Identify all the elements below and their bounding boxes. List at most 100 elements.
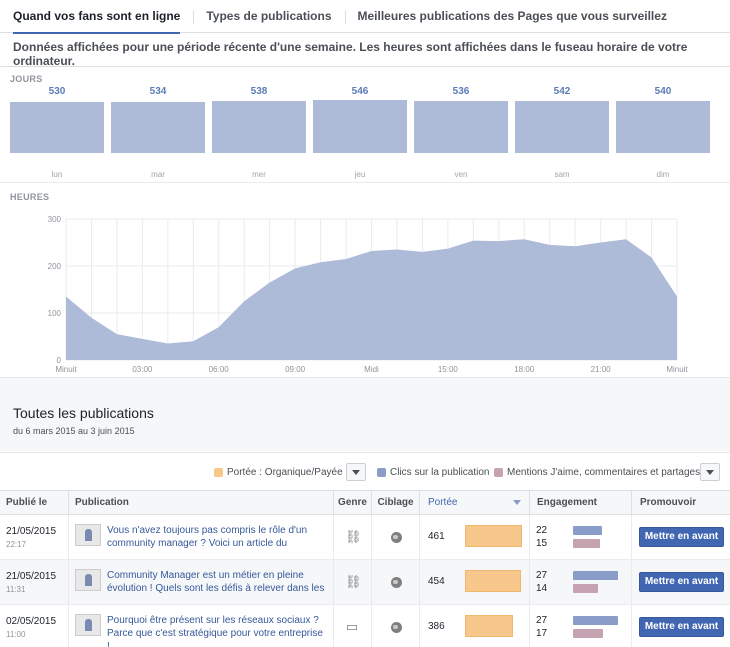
day-column: 536 ven xyxy=(414,86,508,181)
clicks-value: 27 xyxy=(536,615,548,626)
col-promote: Promouvoir xyxy=(631,491,730,514)
y-tick-label: 300 xyxy=(48,215,62,224)
x-tick-label: 09:00 xyxy=(285,365,306,374)
tab-top-posts-watched-pages[interactable]: Meilleures publications des Pages que vo… xyxy=(344,0,680,33)
column-separator xyxy=(333,560,334,604)
x-tick-label: Midi xyxy=(364,365,379,374)
boost-post-button[interactable]: Mettre en avant xyxy=(639,572,724,592)
tab-fans-online[interactable]: Quand vos fans sont en ligne xyxy=(0,0,193,34)
clicks-bar xyxy=(573,571,618,580)
day-value: 534 xyxy=(149,86,167,97)
x-tick-label: Minuit xyxy=(666,365,688,374)
post-time: 22:17 xyxy=(6,540,27,549)
day-value: 540 xyxy=(654,86,672,97)
day-value: 536 xyxy=(452,86,470,97)
post-thumbnail[interactable] xyxy=(75,569,101,591)
column-separator xyxy=(68,515,69,559)
post-text-link[interactable]: Vous n'avez toujours pas compris le rôle… xyxy=(107,525,308,549)
day-value: 538 xyxy=(250,86,268,97)
day-name: sam xyxy=(554,170,570,179)
globe-icon xyxy=(391,622,402,633)
day-bar xyxy=(212,101,306,153)
column-separator xyxy=(68,605,69,647)
column-separator xyxy=(529,605,530,647)
sort-desc-icon xyxy=(513,500,521,505)
col-targeting[interactable]: Ciblage xyxy=(371,491,419,514)
day-bar xyxy=(414,101,508,153)
tab-bar: Quand vos fans sont en ligne Types de pu… xyxy=(0,0,730,34)
col-type[interactable]: Genre xyxy=(333,491,371,514)
y-tick-label: 0 xyxy=(57,356,62,365)
boost-post-button[interactable]: Mettre en avant xyxy=(639,617,724,637)
col-published[interactable]: Publié le xyxy=(6,497,48,508)
table-row: 02/05/2015 11:00 Pourquoi être présent s… xyxy=(0,605,730,647)
x-tick-label: 15:00 xyxy=(438,365,459,374)
reach-bar xyxy=(465,570,522,592)
day-name: ven xyxy=(454,170,468,179)
table-header: Publié le Publication Genre Ciblage Port… xyxy=(0,490,730,515)
link-icon: ⛓ xyxy=(345,529,362,544)
boost-post-button[interactable]: Mettre en avant xyxy=(639,527,724,547)
column-separator xyxy=(68,560,69,604)
hours-area xyxy=(66,239,677,360)
x-tick-label: 06:00 xyxy=(209,365,230,374)
day-bar xyxy=(515,100,609,153)
divider xyxy=(0,182,730,183)
column-separator xyxy=(631,515,632,559)
legend-swatch xyxy=(214,468,223,477)
day-value: 542 xyxy=(553,86,571,97)
day-name: mer xyxy=(252,170,266,179)
reach-value: 461 xyxy=(428,531,445,542)
post-thumbnail[interactable] xyxy=(75,614,101,636)
legend-likes: Mentions J'aime, commentaires et partage… xyxy=(494,467,700,478)
day-name: mar xyxy=(151,170,165,179)
globe-icon xyxy=(391,577,402,588)
post-thumbnail[interactable] xyxy=(75,524,101,546)
x-tick-label: 03:00 xyxy=(132,365,153,374)
reach-value: 454 xyxy=(428,576,445,587)
post-time: 11:31 xyxy=(6,585,26,594)
days-label: JOURS xyxy=(10,74,43,84)
likes-bar xyxy=(573,629,603,638)
day-name: dim xyxy=(656,170,670,179)
reach-value: 386 xyxy=(428,621,445,632)
likes-value: 14 xyxy=(536,583,548,594)
divider xyxy=(0,66,730,67)
post-time: 11:00 xyxy=(6,630,26,639)
post-date: 21/05/2015 xyxy=(6,526,57,537)
column-separator xyxy=(419,560,420,604)
column-separator xyxy=(419,515,420,559)
column-separator xyxy=(631,560,632,604)
likes-bar xyxy=(573,584,598,593)
column-separator xyxy=(333,515,334,559)
publications-title: Toutes les publications xyxy=(13,405,154,421)
col-reach[interactable]: Portée xyxy=(419,491,529,514)
legend-clicks: Clics sur la publication xyxy=(377,467,490,478)
y-tick-label: 200 xyxy=(48,262,62,271)
day-bar xyxy=(111,101,205,153)
column-separator xyxy=(631,605,632,647)
reach-metric-dropdown[interactable] xyxy=(346,463,366,481)
clicks-value: 22 xyxy=(536,525,548,536)
day-bar xyxy=(616,100,710,153)
day-column: 546 jeu xyxy=(313,86,407,181)
clicks-bar xyxy=(573,526,603,535)
tab-post-types[interactable]: Types de publications xyxy=(193,0,344,33)
x-tick-label: 21:00 xyxy=(591,365,612,374)
column-separator xyxy=(333,605,334,647)
col-engagement[interactable]: Engagement xyxy=(529,491,631,514)
engagement-metric-dropdown[interactable] xyxy=(700,463,720,481)
post-text-link[interactable]: Pourquoi être présent sur les réseaux so… xyxy=(107,615,323,647)
globe-icon xyxy=(391,532,402,543)
likes-value: 15 xyxy=(536,538,548,549)
legend-label: Mentions J'aime, commentaires et partage… xyxy=(507,467,701,478)
reach-bar xyxy=(465,615,513,637)
hours-label: HEURES xyxy=(10,192,50,202)
day-value: 530 xyxy=(48,86,66,97)
day-column: 530 lun xyxy=(10,86,104,181)
column-separator xyxy=(529,560,530,604)
col-publication[interactable]: Publication xyxy=(68,491,333,514)
post-text-link[interactable]: Community Manager est un métier en plein… xyxy=(107,570,325,594)
legend-swatch xyxy=(377,468,386,477)
hours-chart: 0 100 200 300 Minuit 03:00 06:00 09:00 Midi 15:00… xyxy=(48,215,689,374)
